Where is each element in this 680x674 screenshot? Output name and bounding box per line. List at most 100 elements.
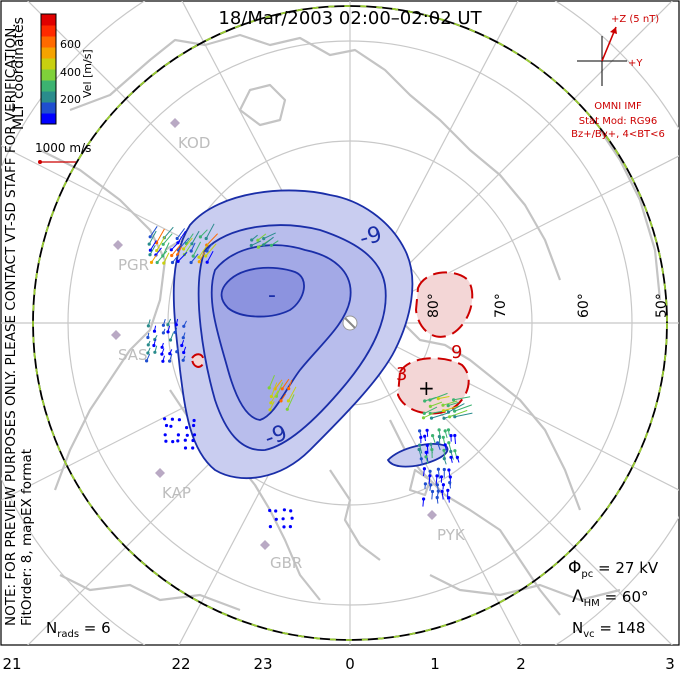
velocity-vector [437, 442, 441, 451]
velocity-vector [280, 393, 287, 402]
velocity-vector [424, 406, 438, 414]
mlt-tick: 21 [2, 655, 21, 673]
velocity-vector [270, 382, 278, 397]
imf-model: Stat Mod: RG96 [579, 116, 658, 127]
velocity-vector [456, 457, 460, 463]
colorbar-cell [41, 91, 56, 103]
contour-core [220, 266, 305, 318]
velocity-vector [183, 244, 192, 255]
colorbar-cell [41, 25, 56, 37]
velocity-vector [147, 332, 150, 338]
velocity-vector [177, 237, 190, 251]
cross-polar-potential: Φpc = 27 kV [568, 558, 659, 580]
velocity-vector [176, 347, 179, 352]
velocity-vector [269, 401, 275, 411]
vector-origin [191, 438, 195, 443]
vector-origin [177, 418, 181, 422]
dusk-convection-cell [172, 189, 414, 480]
velocity-vector [171, 244, 181, 256]
hm-latitude: ΛHM = 60° [572, 587, 649, 609]
latitude-label: 70° [493, 293, 509, 318]
velocity-vector [206, 243, 213, 252]
vector-origin [180, 343, 184, 348]
velocity-vector [426, 430, 429, 437]
vector-origin [290, 516, 294, 520]
velocity-vector [454, 412, 473, 418]
velocity-vector [162, 355, 165, 362]
fit-statistics: Φpc = 27 kV ΛHM = 60° Nvc = 148 Nrads = … [46, 558, 659, 640]
velocity-vector [182, 355, 186, 361]
vector-origin [192, 418, 196, 423]
coordinate-system-label: MLT coordinates [11, 17, 27, 130]
velocity-vector [147, 340, 151, 346]
velocity-vector [281, 378, 290, 390]
velocity-vector [448, 497, 450, 503]
velocity-vector [170, 240, 181, 251]
velocity-vector [441, 491, 444, 500]
velocity-vector [191, 230, 200, 245]
velocity-vector [448, 469, 451, 476]
velocity-vector [147, 319, 151, 327]
vector-origin [181, 336, 185, 340]
vector-origin [164, 439, 168, 443]
vector-origin [282, 525, 286, 529]
velocity-vector [428, 475, 431, 484]
velocity-vector [170, 332, 174, 341]
colorbar-cell [41, 47, 56, 59]
velocity-vector [251, 234, 258, 241]
mlt-tick: 1 [430, 655, 440, 673]
mlt-axis: 21 22 23 0 1 2 3 [2, 655, 674, 673]
velocity-vector [156, 236, 166, 251]
vector-origin [268, 508, 272, 513]
colorbar-cell [41, 102, 56, 114]
velocity-vector [418, 449, 422, 459]
velocity-vectors [145, 223, 473, 529]
velocity-vector [163, 252, 170, 264]
velocity-vector [425, 456, 429, 464]
colorbar-label: Vel [m/s] [81, 49, 94, 98]
velocity-vector [429, 484, 432, 491]
velocity-vector [286, 394, 295, 410]
velocity-vector [181, 340, 185, 346]
preview-note: NOTE: FOR PREVIEW PURPOSES ONLY. PLEASE … [3, 23, 19, 626]
velocity-vector [424, 483, 426, 489]
velocity-vector [419, 430, 422, 437]
velocity-vector [156, 250, 168, 263]
vector-origin [282, 508, 286, 512]
vector-origin [281, 517, 285, 521]
velocity-vector [200, 229, 208, 238]
velocity-vector [205, 243, 217, 257]
coastlines [39, 33, 662, 616]
velocity-vector [185, 233, 194, 244]
vector-origin [288, 525, 292, 529]
imf-source: OMNI IMF [594, 101, 642, 112]
velocity-vector [146, 353, 151, 362]
velocity-vector [167, 325, 171, 333]
velocity-vector [454, 435, 456, 444]
velocity-vector [162, 318, 166, 326]
velocity-vector [274, 379, 283, 390]
colorbar-tick: 200 [60, 93, 81, 106]
contour-label: 9 [451, 342, 462, 363]
mlt-tick: 3 [665, 655, 675, 673]
velocity-vector [176, 228, 186, 239]
vector-origin [176, 433, 180, 437]
mlt-tick: 2 [516, 655, 526, 673]
velocity-vector [432, 435, 436, 444]
velocity-vector [155, 247, 162, 256]
velocity-vector [270, 390, 279, 404]
vector-origin [274, 517, 278, 521]
velocity-vector [420, 458, 423, 466]
latitude-label: 60° [576, 293, 592, 318]
vector-origin [289, 509, 293, 513]
velocity-vector [183, 320, 187, 327]
velocity-vector [271, 240, 279, 246]
velocity-vector [172, 254, 179, 263]
velocity-vector [448, 429, 450, 436]
velocity-vector [161, 342, 164, 348]
mlt-tick: 0 [345, 655, 355, 673]
colorbar-cell [41, 14, 56, 26]
velocity-vector [183, 237, 193, 250]
velocity-vector [431, 412, 450, 419]
velocity-vector [154, 325, 157, 332]
